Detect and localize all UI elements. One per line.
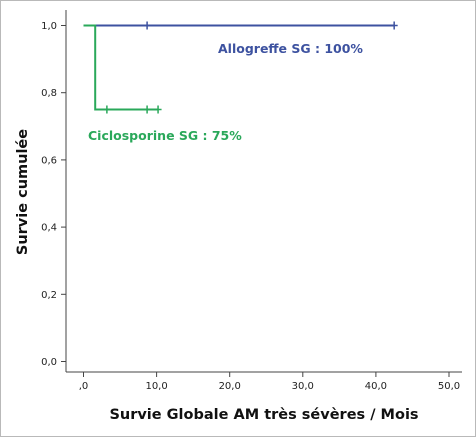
axes xyxy=(65,10,462,373)
y-tick-label: 0,0 xyxy=(41,357,57,368)
x-tick-label: 10,0 xyxy=(145,381,167,392)
x-axis-ticks: ,0 10,0 20,0 30,0 40,0 50,0 xyxy=(79,372,460,392)
y-tick-label: 0,4 xyxy=(41,223,57,234)
series-labels: Allogreffe SG : 100% Ciclosporine SG : 75… xyxy=(88,41,363,143)
y-axis-ticks: 0,0 0,2 0,4 0,6 0,8 1,0 xyxy=(41,21,66,368)
x-tick-label: 20,0 xyxy=(219,381,241,392)
x-tick-label: 50,0 xyxy=(438,381,460,392)
y-tick-label: 0,2 xyxy=(41,290,57,301)
series-layer xyxy=(83,21,398,114)
y-tick-label: 0,8 xyxy=(41,88,57,99)
x-tick-label: 30,0 xyxy=(292,381,314,392)
x-tick-label: 40,0 xyxy=(365,381,387,392)
x-axis-title: Survie Globale AM très sévères / Mois xyxy=(109,407,418,423)
series-label-allogreffe: Allogreffe SG : 100% xyxy=(218,41,363,56)
series-label-ciclosporine: Ciclosporine SG : 75% xyxy=(88,128,242,143)
y-axis-title: Survie cumulée xyxy=(15,129,31,255)
y-tick-label: 1,0 xyxy=(41,21,57,32)
x-tick-label: ,0 xyxy=(79,381,89,392)
y-tick-label: 0,6 xyxy=(41,155,57,166)
series-line-2 xyxy=(83,24,159,111)
